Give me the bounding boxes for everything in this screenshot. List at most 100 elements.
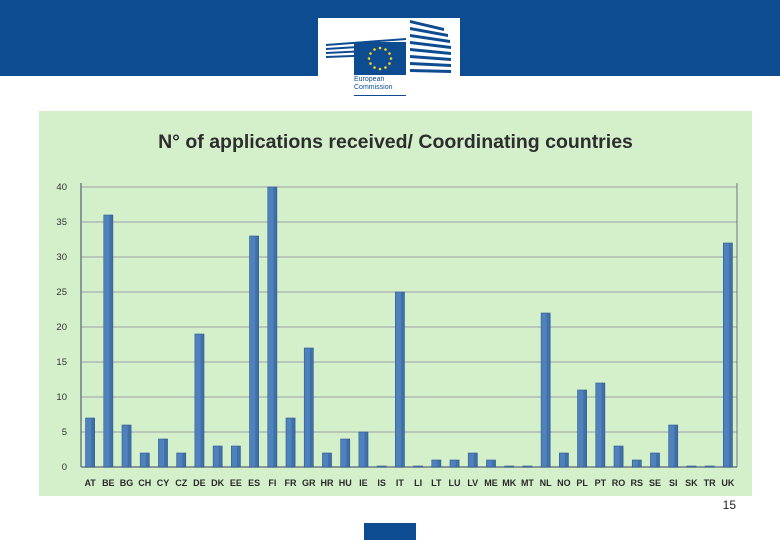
- bar-be: [103, 214, 114, 468]
- bar-si: [668, 424, 679, 468]
- x-tick-label: NO: [557, 478, 571, 488]
- bar-pt: [595, 382, 606, 468]
- bar-no: [559, 452, 569, 468]
- bar-es: [249, 235, 259, 468]
- bar-shade: [564, 453, 569, 467]
- y-tick-label: 40: [56, 182, 67, 193]
- bar-uk: [723, 242, 733, 468]
- x-tick-label: BG: [120, 478, 134, 488]
- bar-shade: [145, 453, 150, 467]
- x-tick-label: LV: [467, 478, 478, 488]
- x-tick-label: AT: [84, 478, 96, 488]
- bar-shade: [728, 243, 733, 467]
- x-tick-label: RS: [631, 478, 644, 488]
- y-tick-label: 25: [56, 287, 67, 298]
- bar-bg: [121, 424, 132, 468]
- bar-li: [413, 465, 423, 468]
- bar-shade: [674, 425, 678, 467]
- bar-fi: [267, 186, 278, 468]
- y-tick-label: 35: [56, 217, 67, 228]
- bar-lt: [431, 459, 442, 468]
- y-tick-label: 10: [56, 392, 67, 403]
- x-tick-label: EE: [230, 478, 242, 488]
- bar-shade: [236, 446, 241, 467]
- x-tick-label: SE: [649, 478, 661, 488]
- bar-de: [194, 333, 205, 468]
- logo-text-line1: European: [354, 76, 385, 83]
- bar-ee: [231, 445, 241, 468]
- x-tick-label: SI: [669, 478, 678, 488]
- x-tick-label: DK: [211, 478, 224, 488]
- y-tick-label: 30: [56, 252, 67, 263]
- bar-ch: [139, 452, 150, 468]
- chart-panel: N° of applications received/ Coordinatin…: [39, 111, 752, 496]
- bar-shade: [473, 453, 478, 467]
- x-tick-label: HU: [339, 478, 352, 488]
- bar-shade: [637, 460, 642, 467]
- bar-shade: [127, 425, 132, 467]
- bar-shade: [164, 439, 168, 467]
- x-tick-label: CZ: [175, 478, 187, 488]
- bar-gr: [303, 347, 314, 468]
- bar-mk: [504, 465, 515, 468]
- x-tick-label: TR: [704, 478, 716, 488]
- bar-pl: [577, 389, 587, 468]
- x-tick-label: SK: [685, 478, 698, 488]
- x-tick-label: GR: [302, 478, 316, 488]
- bar-shade: [583, 390, 587, 467]
- x-tick-label: MT: [521, 478, 534, 488]
- bar-shade: [492, 460, 496, 467]
- bar-cy: [158, 438, 168, 468]
- page-number: 15: [722, 498, 736, 512]
- bar-shade: [200, 334, 204, 467]
- y-tick-label: 0: [62, 462, 67, 473]
- logo-graphic-icon: [326, 20, 451, 75]
- y-tick-label: 20: [56, 322, 67, 333]
- x-tick-label: PT: [595, 478, 607, 488]
- bar-nl: [540, 312, 551, 468]
- bar-hu: [340, 438, 351, 468]
- bar-shade: [601, 383, 605, 467]
- x-tick-label: UK: [721, 478, 734, 488]
- bar-it: [395, 291, 405, 468]
- x-tick-label: FR: [285, 478, 297, 488]
- x-tick-label: RO: [612, 478, 626, 488]
- bar-shade: [291, 418, 296, 467]
- bar-mt: [522, 465, 533, 468]
- x-tick-label: FI: [268, 478, 276, 488]
- x-tick-label: IS: [377, 478, 386, 488]
- logo-underline: [354, 95, 406, 96]
- x-tick-label: NL: [540, 478, 552, 488]
- bar-shade: [328, 453, 332, 467]
- bar-rs: [631, 459, 642, 468]
- bar-shade: [546, 313, 551, 467]
- logo-text-line2: Commission: [354, 84, 393, 91]
- x-tick-label: CY: [157, 478, 170, 488]
- x-tick-label: PL: [576, 478, 588, 488]
- bar-shade: [109, 215, 113, 467]
- bar-at: [85, 417, 95, 468]
- x-tick-label: ES: [248, 478, 260, 488]
- x-tick-label: HR: [321, 478, 334, 488]
- bar-shade: [455, 460, 460, 467]
- bar-shade: [218, 446, 223, 467]
- bar-se: [650, 452, 660, 468]
- bar-shade: [364, 432, 368, 467]
- bar-shade: [182, 453, 186, 467]
- bar-shade: [91, 418, 95, 467]
- bar-hr: [322, 452, 332, 468]
- bar-shade: [656, 453, 660, 467]
- bar-tr: [704, 465, 715, 468]
- y-tick-label: 5: [62, 427, 67, 438]
- bar-shade: [346, 439, 350, 467]
- logo-text: European Commission: [354, 76, 424, 92]
- european-commission-logo: European Commission: [318, 18, 460, 100]
- bar-shade: [400, 292, 405, 467]
- bar-cz: [176, 452, 187, 468]
- bar-shade: [619, 446, 624, 467]
- bar-ro: [613, 445, 624, 468]
- x-tick-label: LU: [449, 478, 461, 488]
- x-tick-label: ME: [484, 478, 498, 488]
- bar-lv: [467, 452, 478, 468]
- bar-chart: 0 5 10 15 20 25 30 35 40 AT BE BG CH CY CZ DE DK EE ES FI FR…: [56, 182, 738, 488]
